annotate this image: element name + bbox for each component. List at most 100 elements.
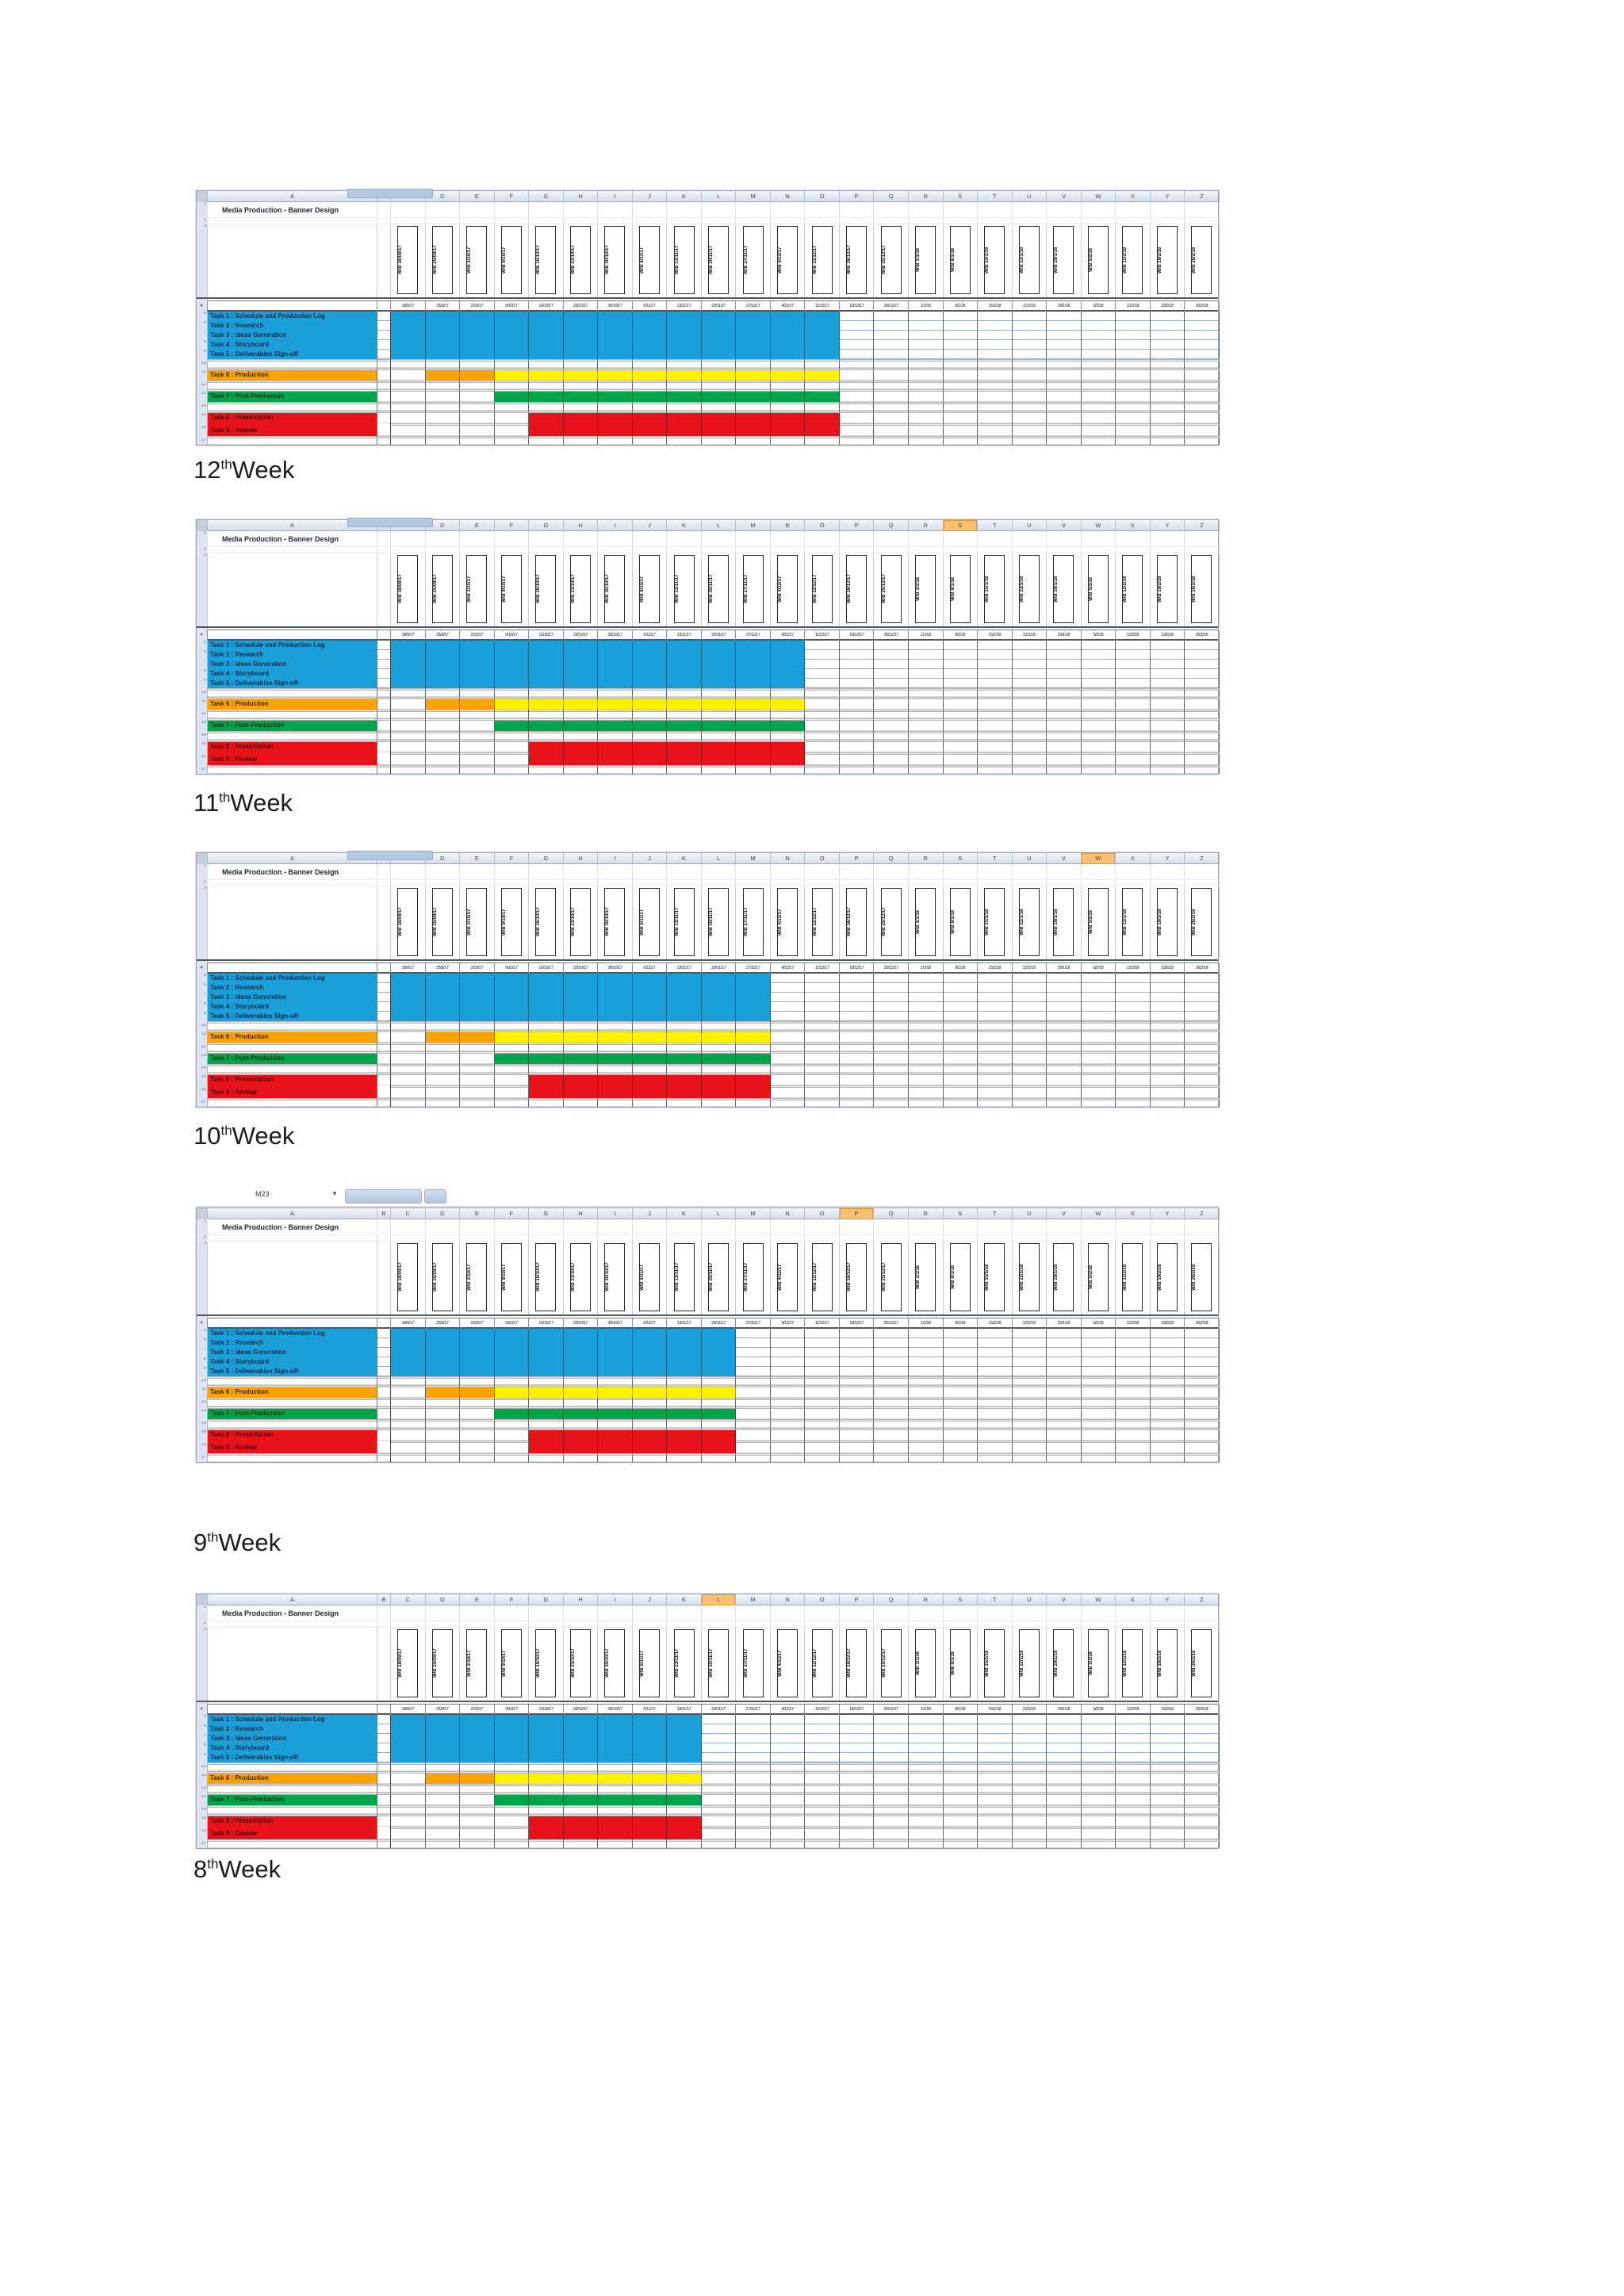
week-cell — [1185, 312, 1220, 321]
week-cell — [460, 389, 495, 392]
week-cell — [667, 1814, 702, 1816]
week-cell — [460, 1814, 495, 1816]
date-cell: 6/11/17 — [633, 630, 668, 641]
select-all-corner — [197, 520, 208, 531]
week-cell — [978, 1043, 1013, 1045]
week-cell — [426, 1100, 461, 1107]
week-cell — [908, 1453, 944, 1456]
week-cell — [460, 1098, 495, 1100]
sheet-title: Media Production - Banner Design — [222, 206, 339, 214]
week-cell — [874, 350, 909, 359]
week-header-label: W/B 27/11/17 — [742, 1629, 764, 1697]
column-letter: T — [978, 191, 1013, 202]
gap-row: 10 — [197, 1765, 1220, 1771]
week-cell — [771, 1743, 806, 1753]
week-cell — [701, 1784, 737, 1786]
column-letter: L — [702, 191, 737, 202]
date-cell: 12/2/18 — [1116, 963, 1151, 974]
week-cell — [770, 1827, 806, 1829]
week-cell — [460, 331, 495, 340]
week-cell — [633, 691, 668, 697]
week-cell — [1151, 362, 1185, 368]
week-cell — [667, 436, 702, 438]
week-cell — [944, 1765, 979, 1771]
week-cell — [1081, 1839, 1116, 1842]
week-cell — [1151, 983, 1185, 993]
week-cell — [1116, 1398, 1151, 1400]
week-cell — [425, 740, 461, 742]
spacer-row — [197, 1428, 1220, 1430]
week-cell — [770, 1021, 806, 1024]
week-cell — [1047, 1734, 1082, 1743]
empty-cell — [425, 1219, 461, 1235]
week-cell — [667, 1419, 702, 1422]
task-label-cell — [208, 1064, 377, 1066]
week-cell — [667, 389, 702, 392]
week-cell — [494, 1398, 530, 1400]
week-cell — [805, 755, 840, 765]
empty-cell — [208, 886, 377, 959]
week-cell — [909, 669, 944, 679]
week-cell — [909, 1443, 944, 1453]
week-cell — [563, 350, 599, 359]
week-cell — [944, 1715, 979, 1724]
task-row-8: 15 Task 8 : Presentation — [197, 1075, 1220, 1085]
week-cell — [909, 767, 944, 774]
week-cell — [701, 1376, 737, 1379]
week-cell — [840, 1808, 875, 1814]
week-cell — [874, 438, 909, 445]
task-label-cell: Task 2 : Research — [208, 650, 377, 660]
empty-cell — [1116, 531, 1151, 547]
empty-cell — [377, 1075, 391, 1085]
week-header-cell: W/B 4/12/17 — [771, 1628, 806, 1701]
week-cell — [1185, 402, 1220, 404]
week-cell — [495, 1066, 530, 1073]
week-cell — [944, 438, 979, 445]
week-cell — [1116, 368, 1151, 370]
week-header-cell: W/B 23/10/17 — [564, 1628, 599, 1701]
column-letter: X — [1116, 191, 1151, 202]
week-cell — [908, 1419, 944, 1422]
empty-cell — [701, 547, 737, 553]
week-cell — [564, 1422, 599, 1428]
week-cell — [632, 1075, 668, 1085]
task-label: Task 6 : Production — [210, 1388, 269, 1395]
week-cell — [909, 1367, 944, 1376]
task-label-cell — [208, 765, 377, 767]
week-cell — [426, 1054, 461, 1064]
week-cell — [495, 712, 530, 718]
row-number-4: 4 — [197, 963, 208, 974]
week-cell — [1116, 1743, 1151, 1753]
column-letter: R — [909, 1208, 944, 1219]
week-cell — [494, 389, 530, 392]
week-cell — [633, 404, 668, 411]
week-header-label: W/B 18/09/17 — [397, 555, 419, 623]
week-cell — [701, 1409, 737, 1419]
week-cell — [1185, 718, 1220, 721]
week-cell — [598, 710, 633, 712]
task-label-cell — [208, 752, 377, 755]
week-cell — [701, 423, 737, 426]
week-cell — [909, 993, 944, 1002]
week-cell — [909, 1829, 944, 1839]
week-cell — [1116, 1030, 1151, 1032]
week-cell — [909, 1422, 944, 1428]
task-row-5: 9 Task 5 : Deliverables Sign-off — [197, 679, 1220, 688]
week-cell — [944, 312, 979, 321]
week-cell — [770, 718, 806, 721]
week-cell — [701, 1428, 737, 1430]
week-cell — [1185, 1085, 1220, 1088]
empty-cell — [425, 547, 461, 553]
week-cell — [701, 1385, 737, 1387]
gap-row: 12 — [197, 383, 1220, 389]
week-header-row: 3 W/B 18/09/17 W/B 25/09/17 W/B 2/10/17 W/B … — [197, 1242, 1220, 1314]
week-cell — [978, 1808, 1013, 1814]
week-cell — [874, 362, 909, 368]
week-cell — [598, 402, 633, 404]
sheet-title: Media Production - Banner Design — [222, 535, 339, 543]
week-cell — [978, 1428, 1013, 1430]
week-cell — [598, 733, 633, 740]
empty-cell — [632, 1621, 668, 1628]
week-cell — [1047, 1808, 1082, 1814]
week-cell — [1081, 1085, 1116, 1088]
